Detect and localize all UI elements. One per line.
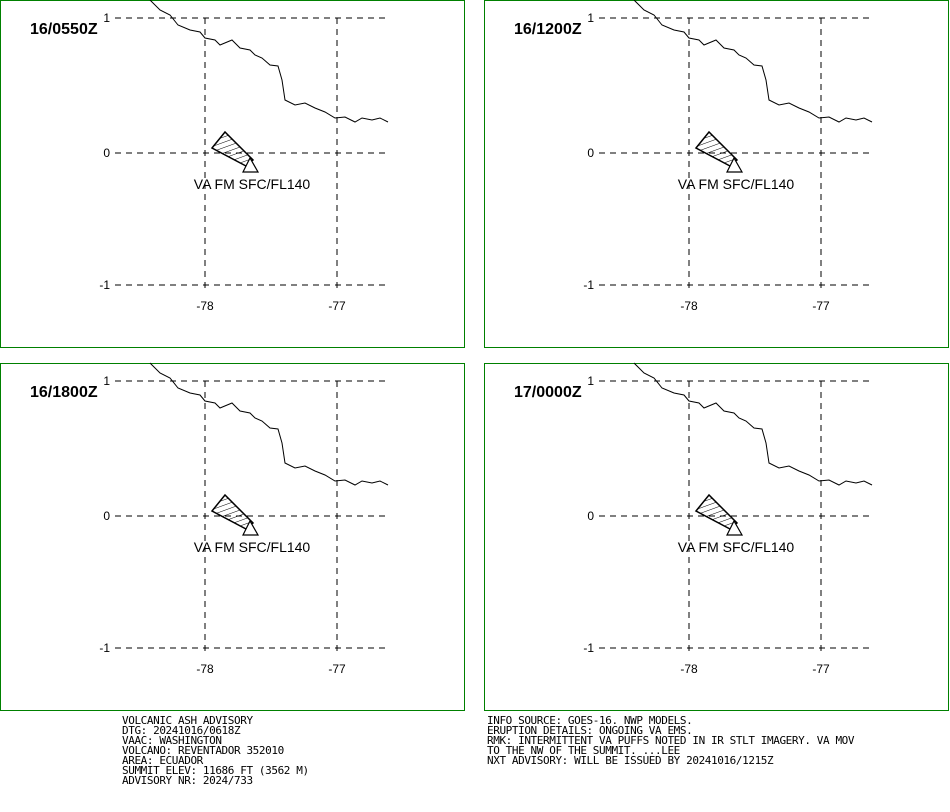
- panel-border: [484, 363, 949, 711]
- footer-line: ADVISORY NR: 2024/733: [122, 774, 253, 787]
- latitude-label: -1: [99, 641, 110, 655]
- longitude-label: -77: [812, 299, 830, 313]
- latitude-label: -1: [583, 641, 594, 655]
- longitude-label: -78: [196, 662, 214, 676]
- longitude-label: -77: [328, 662, 346, 676]
- valid-time: 16/1800Z: [30, 384, 98, 401]
- coastline: [633, 362, 873, 486]
- latitude-label: 1: [103, 11, 110, 25]
- latitude-label: 0: [587, 509, 594, 523]
- ash-label: VA FM SFC/FL140: [194, 176, 311, 192]
- ash-cloud: [694, 493, 739, 530]
- footer-line: NXT ADVISORY: WILL BE ISSUED BY 20241016…: [487, 754, 774, 767]
- longitude-label: -77: [812, 662, 830, 676]
- valid-time: 16/1200Z: [514, 21, 582, 38]
- footer-line: VOLCANIC ASH ADVISORY: [122, 714, 253, 727]
- footer-right: INFO SOURCE: GOES-16. NWP MODELS. ERUPTIO…: [487, 714, 855, 767]
- valid-time: 16/0550Z: [30, 21, 98, 38]
- latitude-label: 1: [103, 374, 110, 388]
- footer-line: VAAC: WASHINGTON: [122, 734, 222, 747]
- footer-line: AREA: ECUADOR: [122, 754, 203, 767]
- footer-line: DTG: 20241016/0618Z: [122, 724, 241, 737]
- volcano-marker: [726, 156, 744, 173]
- latitude-label: 0: [103, 509, 110, 523]
- volcano-marker: [242, 519, 260, 536]
- latitude-label: -1: [99, 278, 110, 292]
- map-panels: 1 0 -1 -78 -77 VA FM SFC/FL140 16/0550Z 1 0 -1 -78…: [0, 0, 949, 711]
- coastline: [149, 0, 389, 123]
- footer-line: SUMMIT ELEV: 11686 FT (3562 M): [122, 764, 309, 777]
- panel-border: [484, 0, 949, 348]
- panel-border: [0, 363, 465, 711]
- coastline: [149, 362, 389, 486]
- footer-line: INFO SOURCE: GOES-16. NWP MODELS.: [487, 714, 693, 727]
- ash-label: VA FM SFC/FL140: [194, 539, 311, 555]
- map-panel: 1 0 -1 -78 -77 VA FM SFC/FL140 16/0550Z: [0, 0, 465, 348]
- ash-label: VA FM SFC/FL140: [678, 539, 795, 555]
- latitude-label: 1: [587, 374, 594, 388]
- ash-cloud: [210, 493, 255, 530]
- footer-line: RMK: INTERMITTENT VA PUFFS NOTED IN IR S…: [487, 734, 855, 747]
- footer-line: ERUPTION DETAILS: ONGOING VA EMS.: [487, 724, 693, 737]
- volcano-marker: [726, 519, 744, 536]
- footer-line: TO THE NW OF THE SUMMIT. ...LEE: [487, 744, 680, 757]
- longitude-label: -78: [196, 299, 214, 313]
- ash-cloud: [210, 130, 255, 167]
- longitude-label: -78: [680, 299, 698, 313]
- footer-left: VOLCANIC ASH ADVISORY DTG: 20241016/0618Z…: [122, 714, 309, 787]
- map-panel: 1 0 -1 -78 -77 VA FM SFC/FL140 16/1200Z: [484, 0, 949, 348]
- map-panel: 1 0 -1 -78 -77 VA FM SFC/FL140 16/1800Z: [0, 362, 465, 711]
- valid-time: 17/0000Z: [514, 384, 582, 401]
- coastline: [633, 0, 873, 123]
- volcano-marker: [242, 156, 260, 173]
- longitude-label: -78: [680, 662, 698, 676]
- footer-line: VOLCANO: REVENTADOR 352010: [122, 744, 284, 757]
- latitude-label: 1: [587, 11, 594, 25]
- ash-label: VA FM SFC/FL140: [678, 176, 795, 192]
- map-panel: 1 0 -1 -78 -77 VA FM SFC/FL140 17/0000Z: [484, 362, 949, 711]
- latitude-label: 0: [587, 146, 594, 160]
- ash-cloud: [694, 130, 739, 167]
- latitude-label: -1: [583, 278, 594, 292]
- longitude-label: -77: [328, 299, 346, 313]
- latitude-label: 0: [103, 146, 110, 160]
- panel-border: [0, 0, 465, 348]
